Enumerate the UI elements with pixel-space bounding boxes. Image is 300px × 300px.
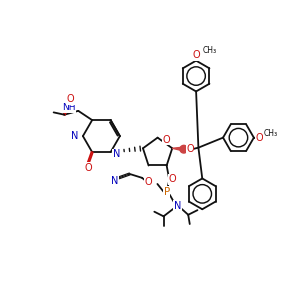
- Text: P: P: [164, 187, 170, 197]
- Text: N: N: [174, 200, 181, 211]
- Polygon shape: [172, 147, 186, 152]
- Text: O: O: [144, 177, 152, 187]
- Text: N: N: [113, 149, 120, 159]
- Text: O: O: [67, 94, 74, 104]
- Text: O: O: [192, 50, 200, 60]
- Text: O: O: [168, 174, 176, 184]
- Text: N: N: [111, 176, 119, 186]
- Text: CH₃: CH₃: [264, 128, 278, 137]
- Text: O: O: [163, 135, 170, 145]
- Text: N: N: [71, 131, 78, 141]
- Text: O: O: [85, 163, 92, 172]
- Text: NH: NH: [62, 103, 76, 112]
- Text: O: O: [186, 144, 194, 154]
- Text: CH₃: CH₃: [202, 46, 216, 55]
- Circle shape: [180, 145, 188, 153]
- Text: O: O: [255, 133, 263, 142]
